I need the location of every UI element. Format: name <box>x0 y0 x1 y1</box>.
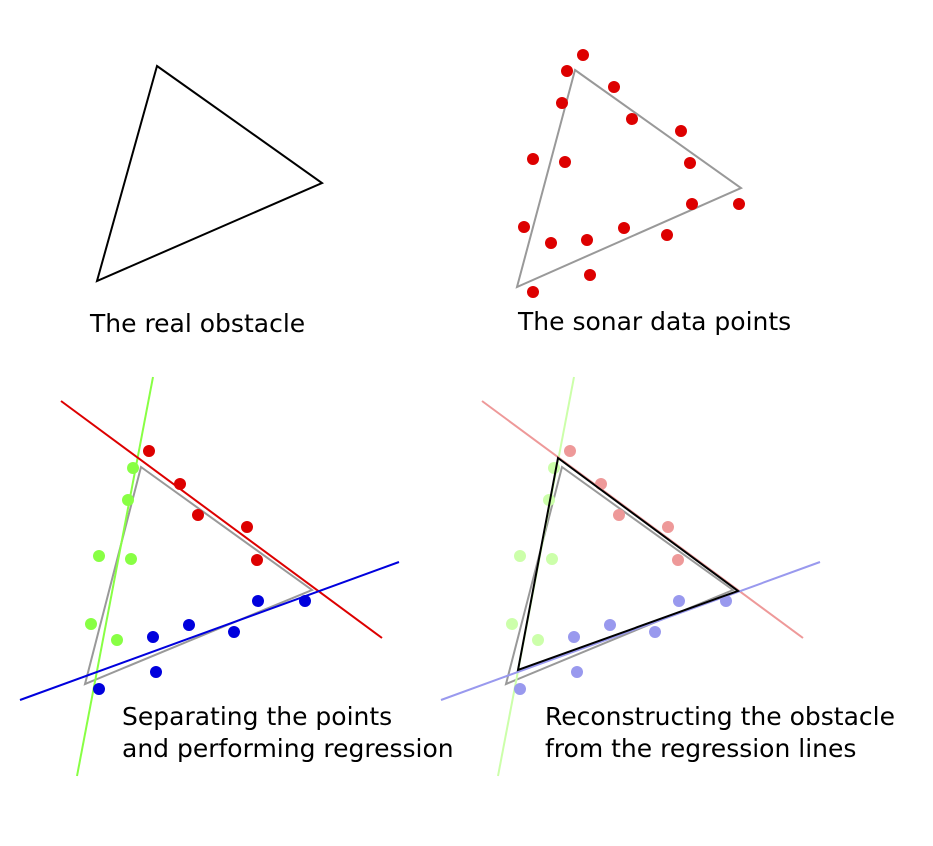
real-obstacle-triangle <box>95 64 325 283</box>
sonar-point <box>733 198 745 210</box>
blue-group-point <box>183 619 195 631</box>
green-group-point <box>85 618 97 630</box>
blue-group-point <box>150 666 162 678</box>
sonar-points-group <box>518 49 745 298</box>
faded-green-point <box>514 550 526 562</box>
green-group-point <box>125 553 137 565</box>
faded-points-group <box>506 445 732 695</box>
green-group-point <box>127 462 139 474</box>
panel-reconstruction: Reconstructing the obstacle from the reg… <box>440 376 903 777</box>
caption-line: and performing regression <box>122 734 454 763</box>
sonar-point <box>584 269 596 281</box>
sonar-point <box>545 237 557 249</box>
caption-reconstruction: Reconstructing the obstacle from the reg… <box>545 702 903 763</box>
faded-blue-point <box>649 626 661 638</box>
faded-blue-point <box>514 683 526 695</box>
regression-line-blue <box>19 561 400 701</box>
sonar-point <box>626 113 638 125</box>
faded-red-point <box>662 521 674 533</box>
faded-green-point <box>546 553 558 565</box>
panel-sonar-points: The sonar data points <box>515 49 791 336</box>
caption-sonar-points: The sonar data points <box>517 307 791 336</box>
caption-line: The sonar data points <box>517 307 791 336</box>
caption-line: Reconstructing the obstacle <box>545 702 895 731</box>
sonar-point <box>527 153 539 165</box>
faded-regression-line-blue <box>440 561 821 701</box>
reference-obstacle-triangle <box>515 68 744 289</box>
red-group-point <box>241 521 253 533</box>
sonar-point <box>556 97 568 109</box>
caption-line: Separating the points <box>122 702 392 731</box>
reference-obstacle-triangle <box>504 465 736 686</box>
green-group-point <box>93 550 105 562</box>
regression-line-green <box>76 376 154 777</box>
sonar-point <box>577 49 589 61</box>
sonar-point <box>527 286 539 298</box>
panel-real-obstacle: The real obstacle <box>89 64 325 338</box>
sonar-point <box>581 234 593 246</box>
sonar-point <box>561 65 573 77</box>
faded-green-point <box>532 634 544 646</box>
faded-green-point <box>548 462 560 474</box>
faded-red-point <box>564 445 576 457</box>
caption-real-obstacle: The real obstacle <box>89 309 305 338</box>
green-group-point <box>111 634 123 646</box>
panel-regression: Separating the points and performing reg… <box>19 376 454 777</box>
sonar-point <box>618 222 630 234</box>
green-group-point <box>122 494 134 506</box>
red-group-point <box>251 554 263 566</box>
regression-line-red <box>60 400 383 639</box>
sonar-point <box>684 157 696 169</box>
blue-group-point <box>93 683 105 695</box>
blue-group-point <box>252 595 264 607</box>
faded-blue-point <box>720 595 732 607</box>
blue-group-point <box>147 631 159 643</box>
red-group-point <box>192 509 204 521</box>
caption-regression: Separating the points and performing reg… <box>122 702 454 763</box>
sonar-point <box>559 156 571 168</box>
red-group-point <box>143 445 155 457</box>
faded-blue-point <box>673 595 685 607</box>
faded-red-point <box>672 554 684 566</box>
regression-points-group <box>85 445 311 695</box>
blue-group-point <box>299 595 311 607</box>
faded-blue-point <box>568 631 580 643</box>
sonar-point <box>608 81 620 93</box>
caption-line: from the regression lines <box>545 734 856 763</box>
faded-red-point <box>613 509 625 521</box>
faded-green-point <box>506 618 518 630</box>
red-group-point <box>174 478 186 490</box>
sonar-point <box>661 229 673 241</box>
caption-line: The real obstacle <box>89 309 305 338</box>
sonar-point <box>686 198 698 210</box>
faded-green-point <box>543 494 555 506</box>
sonar-point <box>675 125 687 137</box>
faded-blue-point <box>571 666 583 678</box>
faded-red-point <box>595 478 607 490</box>
faded-blue-point <box>604 619 616 631</box>
sonar-point <box>518 221 530 233</box>
reference-obstacle-triangle <box>83 465 315 686</box>
blue-group-point <box>228 626 240 638</box>
reconstructed-obstacle-triangle <box>516 456 741 672</box>
